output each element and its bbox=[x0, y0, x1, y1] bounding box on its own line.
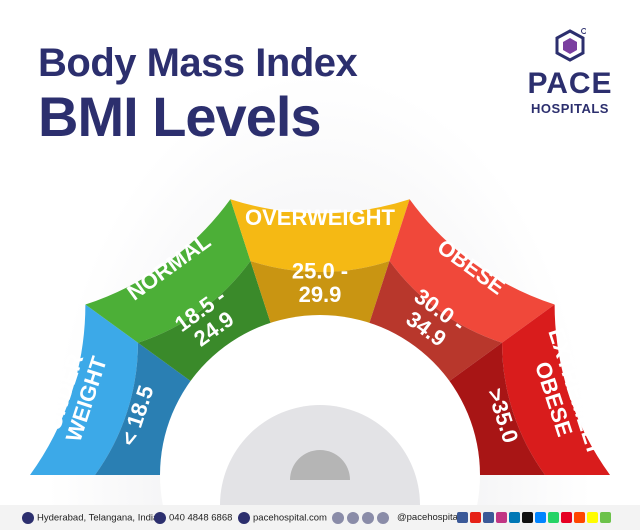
segment-overweight bbox=[230, 199, 410, 273]
podcast-icon[interactable] bbox=[600, 512, 611, 523]
title-block: Body Mass Index BMI Levels bbox=[38, 40, 358, 148]
gauge-outer-ring bbox=[30, 199, 610, 475]
title-line-2: BMI Levels bbox=[38, 85, 322, 148]
badge-icon-3 bbox=[362, 512, 374, 524]
reddit-icon[interactable] bbox=[574, 512, 585, 523]
segment-normal bbox=[85, 199, 251, 343]
logo-brand: PACE bbox=[527, 67, 613, 100]
messenger-icon[interactable] bbox=[535, 512, 546, 523]
logo-subtitle: HOSPITALS bbox=[531, 101, 609, 116]
footer-handle[interactable]: @pacehospitals bbox=[397, 512, 465, 523]
category-label-line: OVERWEIGHT bbox=[245, 205, 396, 230]
youtube-icon[interactable] bbox=[470, 512, 481, 523]
segment-obese bbox=[389, 199, 555, 343]
pace-logo: PACE HOSPITALS bbox=[520, 28, 620, 123]
footer-phone-text: 040 4848 6868 bbox=[169, 512, 233, 524]
globe-icon bbox=[238, 512, 250, 524]
segment-extremely-obese bbox=[502, 304, 610, 475]
facebook-icon[interactable] bbox=[457, 512, 468, 523]
pace-hexagon-icon bbox=[555, 28, 586, 62]
linkedin-icon[interactable] bbox=[509, 512, 520, 523]
footer-website-text: pacehospital.com bbox=[253, 512, 327, 524]
snapchat-icon[interactable] bbox=[587, 512, 598, 523]
footer-location-text: Hyderabad, Telangana, India bbox=[37, 512, 159, 524]
footer-location: Hyderabad, Telangana, India bbox=[22, 512, 158, 524]
footer-website[interactable]: pacehospital.com bbox=[238, 512, 327, 524]
footer-bar: Hyderabad, Telangana, India 040 4848 686… bbox=[0, 505, 640, 530]
category-label-2: OVERWEIGHT bbox=[245, 205, 396, 230]
badge-icon-2 bbox=[347, 512, 359, 524]
title-line-1: Body Mass Index bbox=[38, 41, 358, 85]
footer-phone: 040 4848 6868 bbox=[154, 512, 232, 524]
phone-icon bbox=[154, 512, 166, 524]
range-label-2: 25.0 -29.9 bbox=[292, 259, 348, 307]
badge-icon-1 bbox=[332, 512, 344, 524]
pinterest-icon[interactable] bbox=[561, 512, 572, 523]
range-label-line: 25.0 - bbox=[292, 259, 348, 284]
facebook-alt-icon[interactable] bbox=[483, 512, 494, 523]
gauge-hub-center bbox=[290, 450, 350, 480]
range-segment-overweight bbox=[250, 261, 390, 331]
x-icon[interactable] bbox=[522, 512, 533, 523]
badge-icon-4 bbox=[377, 512, 389, 524]
range-label-line: 29.9 bbox=[299, 282, 342, 307]
segment-under-weight bbox=[30, 304, 138, 475]
location-pin-icon bbox=[22, 512, 34, 524]
whatsapp-icon[interactable] bbox=[548, 512, 559, 523]
instagram-icon[interactable] bbox=[496, 512, 507, 523]
